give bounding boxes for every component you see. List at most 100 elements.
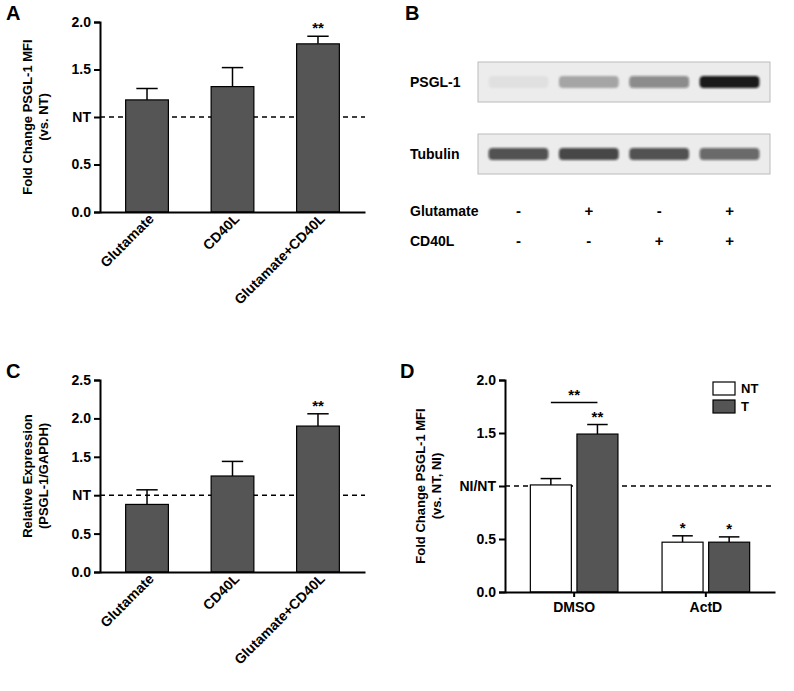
y-axis: 0.0 0.5 NT 1.5 2.0 2.5 xyxy=(72,372,101,580)
x-axis: DMSO ActD xyxy=(506,592,776,615)
y-tick-label: NT xyxy=(72,109,91,125)
legend-label: T xyxy=(741,399,749,414)
y-axis-title-line: Fold Change PSGL-1 MFI xyxy=(413,408,428,563)
y-tick-label: 0.0 xyxy=(72,204,92,220)
panel-letter: B xyxy=(405,2,419,24)
y-tick: NI/NT xyxy=(459,478,505,494)
y-tick-mark xyxy=(94,572,100,574)
y-axis-line xyxy=(94,381,101,573)
x-tick-mark xyxy=(705,592,707,597)
y-tick-mark xyxy=(94,418,100,420)
error-bar xyxy=(550,479,552,485)
y-tick: 1.5 xyxy=(477,425,505,441)
y-axis-title: Fold Change PSGL-1 MFI(vs. NT, NI) xyxy=(413,408,444,563)
y-axis-title-line: Fold Change PSGL-1 MFI xyxy=(20,39,35,194)
panel-letter: A xyxy=(6,2,20,24)
panel-letter: D xyxy=(400,360,414,382)
bar xyxy=(211,87,254,212)
blot-band xyxy=(700,148,760,160)
x-tick-label: Glutamate xyxy=(97,210,157,270)
y-tick-label: 0.0 xyxy=(72,564,92,580)
error-cap xyxy=(541,478,562,480)
y-tick-mark xyxy=(94,456,100,458)
x-tick: DMSO xyxy=(553,592,595,615)
y-tick-label: 0.0 xyxy=(477,584,497,600)
error-cap xyxy=(222,67,243,69)
error-bar xyxy=(232,68,234,87)
y-tick: 1.5 xyxy=(72,449,100,465)
y-tick-mark xyxy=(94,380,100,382)
treatment-sign: - xyxy=(516,202,521,219)
error-bar xyxy=(146,89,148,100)
y-tick-label: 1.5 xyxy=(72,449,92,465)
treatment-sign: - xyxy=(657,202,662,219)
y-tick: 1.5 xyxy=(72,61,100,77)
y-tick-mark xyxy=(499,486,505,488)
error-bar xyxy=(317,414,319,426)
y-tick: NT xyxy=(72,109,100,125)
blot-strip xyxy=(478,62,770,102)
treatment-sign: + xyxy=(584,202,593,219)
plot-area xyxy=(530,425,749,592)
treatment-sign: + xyxy=(655,232,664,249)
panel-2: ** 0.0 0.5 NT 1.5 2.0 2.5 GlutamateCD40LGlutama… xyxy=(20,372,366,667)
error-bar xyxy=(232,461,234,476)
bar xyxy=(662,542,703,592)
x-tick-label: ActD xyxy=(690,599,723,615)
y-tick-label: 1.5 xyxy=(477,425,497,441)
error-bar xyxy=(317,36,319,44)
y-axis: 0.0 0.5 NI/NT 1.5 2.0 xyxy=(459,372,505,600)
x-tick-mark xyxy=(573,592,575,597)
y-tick-mark xyxy=(94,533,100,535)
blot-band xyxy=(489,148,549,160)
treatment-label: Glutamate xyxy=(410,203,479,219)
blot-band xyxy=(629,148,689,160)
panel-1: PSGL-1TubulinGlutamate-+-+CD40L--++ xyxy=(410,62,770,249)
x-tick-label: DMSO xyxy=(553,599,595,615)
bar xyxy=(126,504,169,572)
y-axis-title-line: Relative Expression xyxy=(20,414,35,538)
legend-swatch xyxy=(713,400,735,413)
y-tick-label: 2.0 xyxy=(72,14,92,30)
y-tick-label: 0.5 xyxy=(72,156,92,172)
y-tick: 2.0 xyxy=(477,372,505,388)
y-tick-mark xyxy=(499,380,505,382)
error-bar xyxy=(597,425,599,435)
legend-swatch xyxy=(713,382,735,395)
x-axis: GlutamateCD40LGlutamate+CD40L xyxy=(97,570,365,667)
y-tick-label: 0.5 xyxy=(477,531,497,547)
significance-label: ** xyxy=(312,397,324,414)
x-tick: ActD xyxy=(690,592,723,615)
y-tick-label: NT xyxy=(72,487,91,503)
x-tick: Glutamate xyxy=(97,570,157,630)
bar xyxy=(577,434,618,592)
blot-band xyxy=(700,76,760,88)
x-tick: CD40L xyxy=(200,210,243,253)
y-tick: 0.5 xyxy=(477,531,505,547)
significance-label: * xyxy=(680,519,686,536)
x-axis-line xyxy=(506,592,776,594)
error-cap xyxy=(136,88,157,90)
blot-band xyxy=(559,76,619,88)
error-bar xyxy=(682,536,684,542)
comparison-label: ** xyxy=(568,386,580,403)
x-tick-label: CD40L xyxy=(200,210,243,253)
bar xyxy=(530,485,571,592)
y-tick-label: 2.0 xyxy=(72,410,92,426)
y-tick-label: 2.5 xyxy=(72,372,92,388)
y-tick-label: 0.5 xyxy=(72,526,92,542)
plot-area xyxy=(126,414,340,572)
y-tick-mark xyxy=(94,164,100,166)
legend: NTT xyxy=(713,381,758,414)
panel-0: **0.00.5NT1.52.0GlutamateCD40LGlutamate+… xyxy=(20,14,366,307)
bar xyxy=(297,426,340,572)
significance-label: ** xyxy=(592,408,604,425)
y-axis: 0.0 0.5 NT 1.5 2.0 xyxy=(72,14,101,220)
error-cap xyxy=(136,489,157,491)
y-tick: 0.0 xyxy=(72,204,100,220)
y-tick: 0.0 xyxy=(477,584,505,600)
y-tick-mark xyxy=(499,539,505,541)
figure: A**0.00.5NT1.52.0GlutamateCD40LGlutamate… xyxy=(0,0,794,691)
y-tick: 2.5 xyxy=(72,372,100,388)
y-tick-mark xyxy=(499,433,505,435)
